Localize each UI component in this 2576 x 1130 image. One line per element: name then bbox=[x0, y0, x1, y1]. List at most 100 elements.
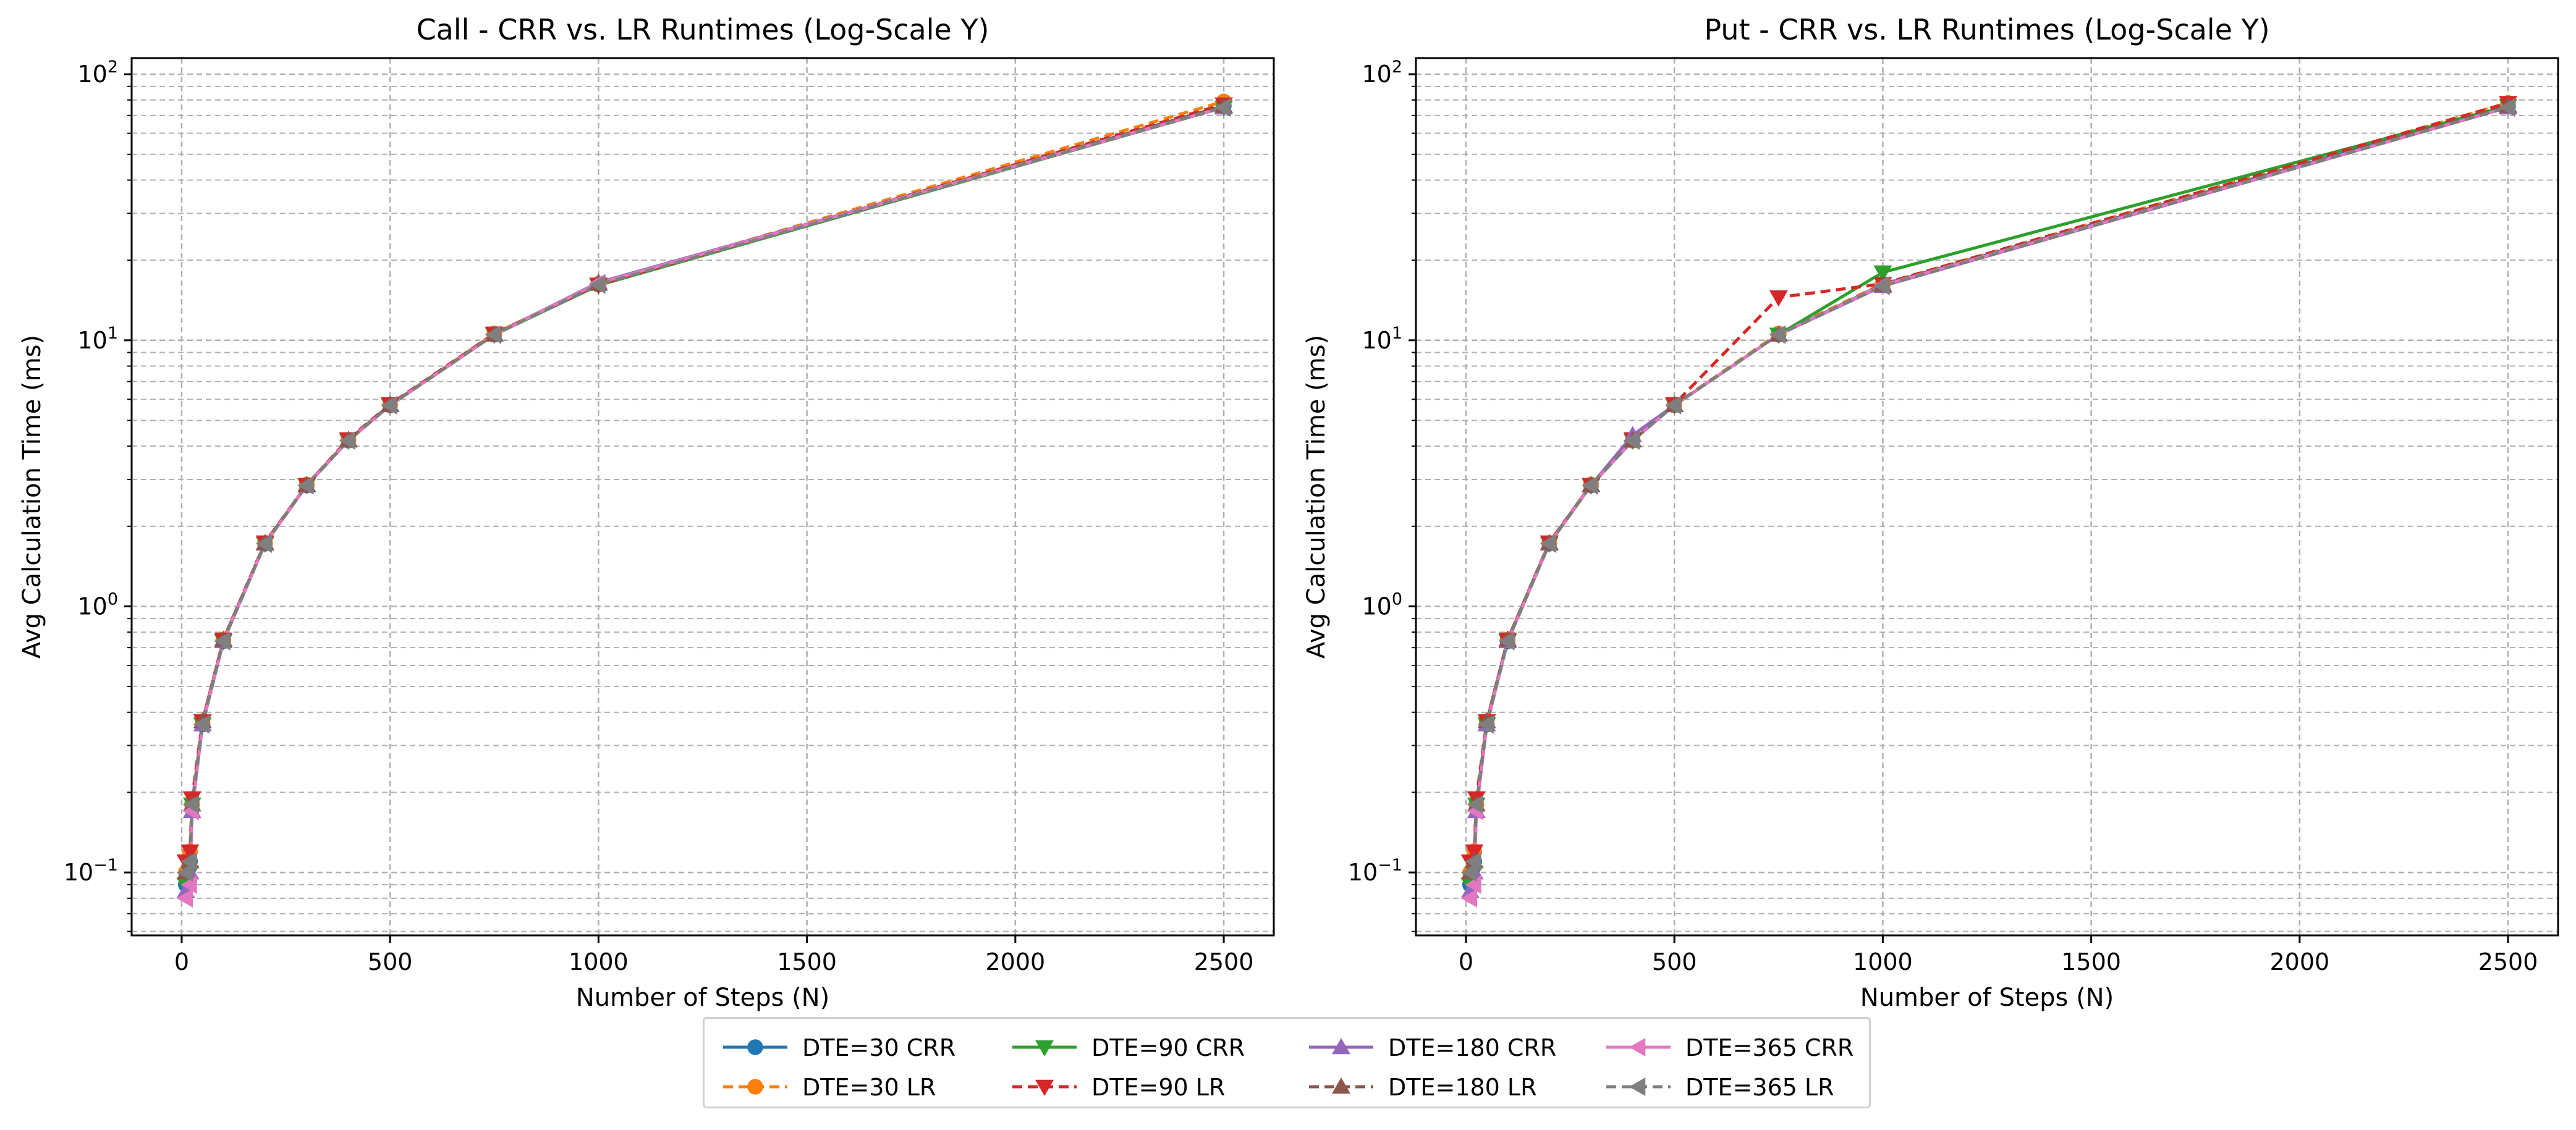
put-point-s7-1 bbox=[1460, 888, 1477, 908]
call-series-line-6 bbox=[184, 104, 1224, 873]
call-point-s7-1 bbox=[176, 888, 193, 908]
put-y-tick-exp: 0 bbox=[1392, 589, 1402, 609]
call-point-s8-1 bbox=[176, 863, 193, 882]
legend-marker-7 bbox=[1629, 1038, 1646, 1056]
put-series-line-5 bbox=[1468, 106, 2509, 892]
legend-marker-1 bbox=[747, 1039, 763, 1055]
call-series-line-5 bbox=[184, 106, 1224, 892]
call-y-tick-base: 10 bbox=[77, 327, 107, 354]
call-point-s8-4 bbox=[193, 715, 210, 734]
call-series-line-1 bbox=[184, 104, 1224, 885]
put-point-s3-11 bbox=[1873, 265, 1892, 282]
call-y-tick-exp: −1 bbox=[93, 856, 118, 875]
put-point-s8-6 bbox=[1540, 534, 1557, 554]
call-y-tick-label: 101 bbox=[77, 324, 118, 354]
put-point-s8-8 bbox=[1623, 431, 1640, 450]
call-series-markers bbox=[176, 93, 1234, 908]
put-point-s7-2 bbox=[1465, 875, 1481, 894]
call-series-lines bbox=[184, 99, 1224, 899]
call-x-axis-label: Number of Steps (N) bbox=[576, 984, 829, 1012]
put-series-line-2 bbox=[1468, 101, 2509, 873]
call-series-line-4 bbox=[184, 103, 1224, 862]
call-y-tick-label: 10−1 bbox=[64, 856, 118, 886]
put-point-s8-3 bbox=[1467, 795, 1484, 814]
put-y-tick-label: 102 bbox=[1362, 57, 1402, 88]
call-point-s8-11 bbox=[589, 275, 606, 294]
put-point-s8-11 bbox=[1873, 276, 1890, 295]
call-y-tick-base: 10 bbox=[77, 592, 107, 620]
put-point-s8-4 bbox=[1477, 715, 1494, 734]
put-point-s8-7 bbox=[1582, 476, 1598, 495]
legend-marker-8 bbox=[1629, 1077, 1646, 1096]
call-series-line-7 bbox=[184, 106, 1224, 899]
call-y-tick-label: 102 bbox=[77, 57, 118, 88]
put-series-line-1 bbox=[1468, 104, 2509, 885]
put-series-line-3 bbox=[1468, 104, 2509, 885]
put-point-s8-12 bbox=[2499, 98, 2515, 117]
put-x-tick-label: 0 bbox=[1459, 948, 1473, 976]
legend-entries: DTE=30 CRR DTE=30 LR DTE=90 CRR DTE=90 LR DT… bbox=[723, 1034, 1854, 1101]
call-point-s8-5 bbox=[214, 631, 231, 651]
legend-entry-2: DTE=30 LR bbox=[723, 1074, 936, 1101]
legend-label-4: DTE=90 LR bbox=[1091, 1074, 1225, 1101]
call-y-tick-base: 10 bbox=[64, 859, 93, 886]
put-y-tick-exp: 1 bbox=[1392, 324, 1402, 343]
put-point-s8-1 bbox=[1460, 863, 1477, 882]
put-y-tick-label: 101 bbox=[1362, 324, 1402, 354]
put-point-s8-9 bbox=[1665, 395, 1682, 415]
put-series-markers bbox=[1460, 95, 2518, 908]
call-point-s8-6 bbox=[255, 534, 273, 554]
call-series-line-2 bbox=[184, 99, 1224, 873]
call-y-tick-label: 100 bbox=[77, 589, 118, 620]
put-y-tick-base: 10 bbox=[1362, 592, 1391, 620]
call-x-tick-label: 1500 bbox=[777, 948, 837, 976]
put-series-line-8 bbox=[1468, 106, 2509, 873]
put-y-tick-exp: −1 bbox=[1378, 856, 1402, 875]
put-y-tick-base: 10 bbox=[1348, 859, 1378, 886]
call-point-s8-8 bbox=[339, 431, 355, 450]
legend-entry-8: DTE=365 LR bbox=[1606, 1074, 1834, 1101]
legend-entry-6: DTE=180 LR bbox=[1309, 1074, 1537, 1101]
call-y-axis-label: Avg Calculation Time (ms) bbox=[18, 335, 46, 659]
call-y-tick-exp: 1 bbox=[108, 324, 118, 343]
call-y-tick-exp: 2 bbox=[108, 57, 118, 77]
put-y-tick-label: 10−1 bbox=[1348, 856, 1402, 886]
call-point-s8-3 bbox=[182, 795, 200, 814]
legend-marker-6 bbox=[1332, 1077, 1350, 1094]
put-x-tick-label: 500 bbox=[1652, 948, 1697, 976]
put-x-tick-label: 1000 bbox=[1853, 948, 1913, 976]
call-x-tick-label: 2500 bbox=[1194, 948, 1254, 976]
put-point-s4-10 bbox=[1769, 290, 1788, 307]
put-y-tick-label: 100 bbox=[1362, 589, 1402, 620]
call-y-tick-base: 10 bbox=[77, 61, 107, 88]
put-series-line-7 bbox=[1468, 106, 2509, 899]
legend-entry-7: DTE=365 CRR bbox=[1606, 1034, 1854, 1061]
put-x-tick-label: 1500 bbox=[2061, 948, 2121, 976]
call-x-tick-label: 1000 bbox=[569, 948, 629, 976]
put-y-axis-label: Avg Calculation Time (ms) bbox=[1302, 335, 1331, 659]
call-grid bbox=[132, 58, 1274, 935]
call-point-s8-7 bbox=[297, 476, 314, 495]
legend-marker-3 bbox=[1035, 1040, 1054, 1056]
legend-label-6: DTE=180 LR bbox=[1388, 1074, 1537, 1101]
legend-label-1: DTE=30 CRR bbox=[802, 1034, 955, 1061]
legend-entry-3: DTE=90 CRR bbox=[1012, 1034, 1245, 1061]
call-point-s8-10 bbox=[485, 325, 502, 344]
call-point-s8-2 bbox=[180, 852, 197, 871]
put-point-s8-10 bbox=[1769, 325, 1786, 344]
put-plot-frame bbox=[1415, 57, 2559, 937]
call-x-tick-label: 0 bbox=[174, 948, 189, 976]
put-x-tick-label: 2000 bbox=[2269, 948, 2329, 976]
call-x-tick-label: 500 bbox=[368, 948, 413, 976]
call-point-s8-9 bbox=[381, 395, 397, 415]
legend-label-5: DTE=180 CRR bbox=[1388, 1034, 1556, 1061]
legend-marker-4 bbox=[1035, 1079, 1054, 1096]
call-series-line-8 bbox=[184, 106, 1224, 873]
legend-entry-5: DTE=180 CRR bbox=[1309, 1034, 1556, 1061]
put-series-lines bbox=[1468, 101, 2509, 899]
put-series-line-4 bbox=[1468, 101, 2509, 862]
call-y-tick-exp: 0 bbox=[108, 589, 118, 609]
put-y-tick-base: 10 bbox=[1362, 61, 1391, 88]
